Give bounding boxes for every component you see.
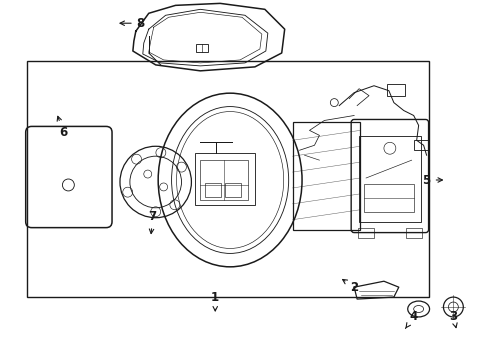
Bar (293, 122, 360, 230)
Text: 6: 6 (57, 116, 68, 139)
Bar (26, 61, 429, 297)
Bar (414, 140, 428, 150)
Text: 1: 1 (211, 291, 220, 311)
Bar (196, 153, 255, 205)
Bar (406, 228, 421, 238)
Text: 7: 7 (148, 210, 157, 234)
Bar (364, 184, 414, 212)
Bar (200, 160, 248, 200)
Bar (196, 44, 208, 52)
Bar (358, 228, 374, 238)
Bar (225, 183, 241, 197)
Bar (205, 183, 221, 197)
Text: 5: 5 (422, 174, 442, 186)
Text: 2: 2 (343, 279, 358, 294)
Bar (359, 136, 420, 222)
Text: 3: 3 (449, 310, 458, 328)
Text: 4: 4 (405, 310, 418, 328)
Bar (387, 84, 405, 96)
Text: 8: 8 (120, 17, 145, 30)
